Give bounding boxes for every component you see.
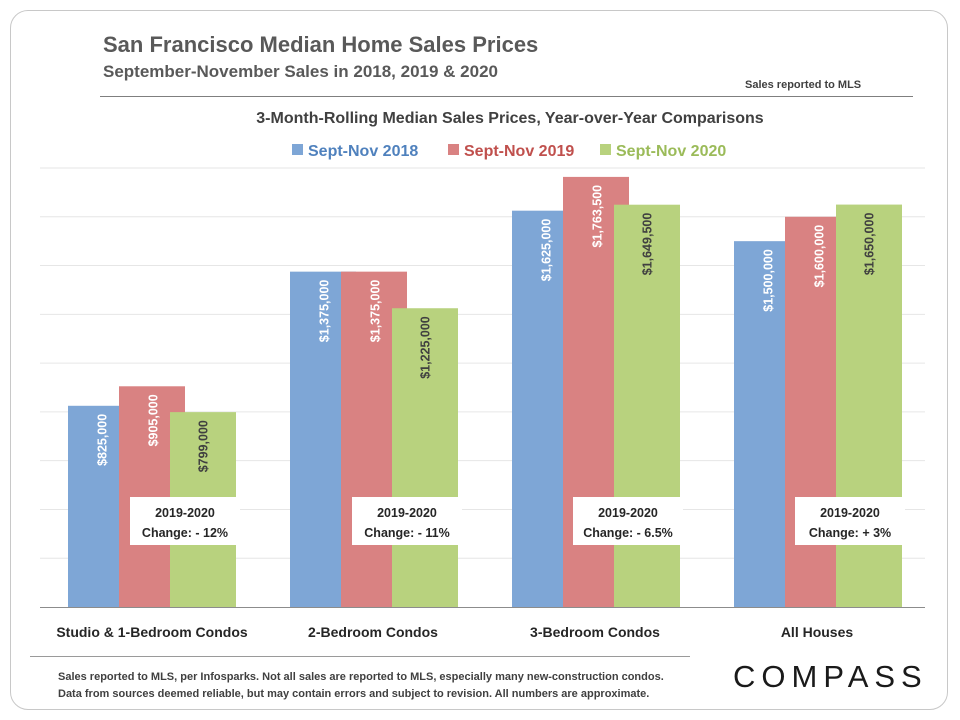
page-title: San Francisco Median Home Sales Prices xyxy=(103,32,539,57)
data-label: $1,225,000 xyxy=(418,316,432,379)
category-label: Studio & 1-Bedroom Condos xyxy=(56,624,248,640)
data-label: $1,763,500 xyxy=(590,185,604,248)
footer-line-1: Sales reported to MLS, per Infosparks. N… xyxy=(58,671,664,683)
change-annotation-period: 2019-2020 xyxy=(155,506,215,520)
data-label: $1,375,000 xyxy=(317,280,331,343)
change-annotation-box xyxy=(352,497,462,545)
data-label: $1,500,000 xyxy=(761,249,775,312)
data-label: $1,625,000 xyxy=(539,219,553,282)
bar xyxy=(392,308,458,607)
change-annotation-value: Change: - 12% xyxy=(142,526,228,540)
change-annotation-box xyxy=(795,497,905,545)
change-annotation-period: 2019-2020 xyxy=(598,506,658,520)
change-annotation-value: Change: + 3% xyxy=(809,526,891,540)
legend-label: Sept-Nov 2020 xyxy=(616,143,726,160)
chart-title: 3-Month-Rolling Median Sales Prices, Yea… xyxy=(256,110,764,127)
change-annotation-period: 2019-2020 xyxy=(820,506,880,520)
data-label: $1,649,500 xyxy=(640,213,654,276)
legend-swatch xyxy=(448,144,459,155)
change-annotation-value: Change: - 11% xyxy=(364,526,449,540)
legend-swatch xyxy=(600,144,611,155)
data-label: $1,375,000 xyxy=(368,280,382,343)
header-divider xyxy=(100,96,913,97)
footer-line-2: Data from sources deemed reliable, but m… xyxy=(58,688,650,700)
legend-label: Sept-Nov 2019 xyxy=(464,143,574,160)
data-label: $1,650,000 xyxy=(862,213,876,276)
data-label: $905,000 xyxy=(146,394,160,446)
category-label: 3-Bedroom Condos xyxy=(530,624,660,640)
change-annotation-box xyxy=(573,497,683,545)
compass-logo: COMPASS xyxy=(733,659,928,694)
data-label: $1,600,000 xyxy=(812,225,826,288)
category-label: 2-Bedroom Condos xyxy=(308,624,438,640)
page-subtitle: September-November Sales in 2018, 2019 &… xyxy=(103,62,498,81)
source-note: Sales reported to MLS xyxy=(745,79,862,91)
data-label: $825,000 xyxy=(95,414,109,466)
change-annotation-period: 2019-2020 xyxy=(377,506,437,520)
change-annotation-value: Change: - 6.5% xyxy=(583,526,673,540)
footer-note: Sales reported to MLS, per Infosparks. N… xyxy=(58,669,664,703)
legend-swatch xyxy=(292,144,303,155)
legend-label: Sept-Nov 2018 xyxy=(308,143,418,160)
footer-divider xyxy=(30,656,690,657)
data-label: $799,000 xyxy=(196,420,210,472)
category-label: All Houses xyxy=(781,624,854,640)
change-annotation-box xyxy=(130,497,240,545)
